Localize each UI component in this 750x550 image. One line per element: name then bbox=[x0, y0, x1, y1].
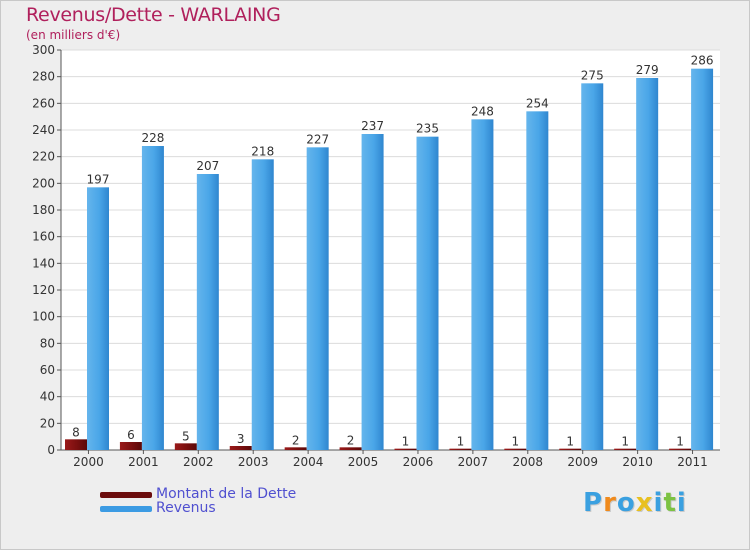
data-label-revenus: 286 bbox=[691, 54, 714, 68]
logo-letter: t bbox=[663, 488, 677, 518]
x-tick-label: 2003 bbox=[238, 455, 269, 469]
data-label-dette: 1 bbox=[676, 435, 684, 449]
data-label-revenus: 207 bbox=[196, 159, 219, 173]
plot-area bbox=[61, 50, 720, 450]
bar-revenus bbox=[196, 174, 219, 450]
y-tick-label: 20 bbox=[40, 416, 55, 430]
y-tick-label: 240 bbox=[32, 123, 55, 137]
data-label-dette: 1 bbox=[402, 435, 410, 449]
y-tick-label: 220 bbox=[32, 150, 55, 164]
logo-letter: o bbox=[616, 488, 636, 518]
y-tick-label: 60 bbox=[40, 363, 55, 377]
bar-revenus bbox=[361, 134, 384, 450]
x-tick-label: 2010 bbox=[622, 455, 653, 469]
logo-letter: x bbox=[635, 488, 654, 518]
bar-dette bbox=[504, 448, 527, 450]
data-label-revenus: 237 bbox=[361, 119, 384, 133]
data-label-dette: 6 bbox=[127, 428, 135, 442]
data-label-dette: 2 bbox=[292, 433, 300, 447]
bar-dette bbox=[394, 448, 417, 450]
logo-letter: r bbox=[603, 488, 617, 518]
data-label-dette: 1 bbox=[512, 435, 520, 449]
y-tick-label: 160 bbox=[32, 230, 55, 244]
x-tick-label: 2011 bbox=[677, 455, 708, 469]
x-tick-label: 2009 bbox=[567, 455, 598, 469]
data-label-dette: 8 bbox=[72, 425, 80, 439]
bar-revenus bbox=[581, 83, 604, 450]
legend-label-revenus: Revenus bbox=[156, 500, 216, 516]
bar-dette bbox=[614, 448, 637, 450]
bar-dette bbox=[284, 447, 307, 450]
bar-dette bbox=[559, 448, 582, 450]
y-tick-label: 280 bbox=[32, 70, 55, 84]
bar-dette bbox=[669, 448, 692, 450]
y-tick-label: 300 bbox=[32, 43, 55, 57]
y-tick-label: 0 bbox=[47, 443, 55, 457]
data-label-revenus: 218 bbox=[251, 144, 274, 158]
data-label-revenus: 228 bbox=[141, 131, 164, 145]
bar-revenus bbox=[141, 146, 164, 450]
y-tick-label: 200 bbox=[32, 176, 55, 190]
bar-dette bbox=[449, 448, 472, 450]
data-label-revenus: 248 bbox=[471, 104, 494, 118]
data-label-dette: 1 bbox=[457, 435, 465, 449]
y-tick-label: 180 bbox=[32, 203, 55, 217]
x-tick-label: 2006 bbox=[403, 455, 434, 469]
y-tick-label: 100 bbox=[32, 310, 55, 324]
data-label-revenus: 275 bbox=[581, 68, 604, 82]
bar-revenus bbox=[306, 147, 329, 451]
logo-letter: P bbox=[583, 488, 604, 518]
y-tick-label: 140 bbox=[32, 256, 55, 270]
x-tick-label: 2005 bbox=[348, 455, 379, 469]
legend-swatch-revenus bbox=[100, 506, 152, 512]
y-tick-label: 260 bbox=[32, 96, 55, 110]
x-tick-label: 2008 bbox=[513, 455, 544, 469]
legend-swatch-dette bbox=[100, 492, 152, 498]
bar-dette bbox=[339, 447, 362, 450]
x-tick-label: 2002 bbox=[183, 455, 214, 469]
y-tick-label: 120 bbox=[32, 283, 55, 297]
data-label-revenus: 279 bbox=[636, 63, 659, 77]
x-tick-label: 2001 bbox=[128, 455, 159, 469]
data-label-revenus: 254 bbox=[526, 96, 549, 110]
data-label-revenus: 227 bbox=[306, 132, 329, 146]
chart-title: Revenus/Dette - WARLAING bbox=[26, 4, 281, 26]
data-label-dette: 5 bbox=[182, 429, 190, 443]
logo-letter: i bbox=[653, 488, 664, 518]
data-label-dette: 1 bbox=[566, 435, 574, 449]
bar-revenus bbox=[691, 68, 714, 451]
data-label-dette: 1 bbox=[621, 435, 629, 449]
y-tick-label: 80 bbox=[40, 336, 55, 350]
bar-revenus bbox=[526, 111, 549, 450]
bar-dette bbox=[119, 442, 142, 450]
bar-dette bbox=[65, 439, 87, 450]
bar-revenus bbox=[416, 136, 439, 450]
data-label-dette: 3 bbox=[237, 432, 245, 446]
bar-dette bbox=[229, 446, 252, 450]
x-tick-label: 2004 bbox=[293, 455, 324, 469]
data-label-revenus: 235 bbox=[416, 122, 439, 136]
y-tick-label: 40 bbox=[40, 390, 55, 404]
data-label-dette: 2 bbox=[347, 433, 355, 447]
chart-subtitle: (en milliers d'€) bbox=[26, 28, 121, 42]
bar-revenus bbox=[636, 78, 659, 450]
proxiti-logo: Proxiti bbox=[583, 488, 687, 518]
bar-dette bbox=[174, 443, 197, 450]
bar-revenus bbox=[87, 187, 109, 451]
bar-revenus bbox=[251, 159, 274, 451]
data-label-revenus: 197 bbox=[87, 172, 110, 186]
x-tick-label: 2000 bbox=[73, 455, 104, 469]
x-tick-label: 2007 bbox=[458, 455, 489, 469]
bar-revenus bbox=[471, 119, 494, 450]
logo-letter: i bbox=[676, 488, 687, 518]
legend-label-dette: Montant de la Dette bbox=[156, 486, 297, 502]
